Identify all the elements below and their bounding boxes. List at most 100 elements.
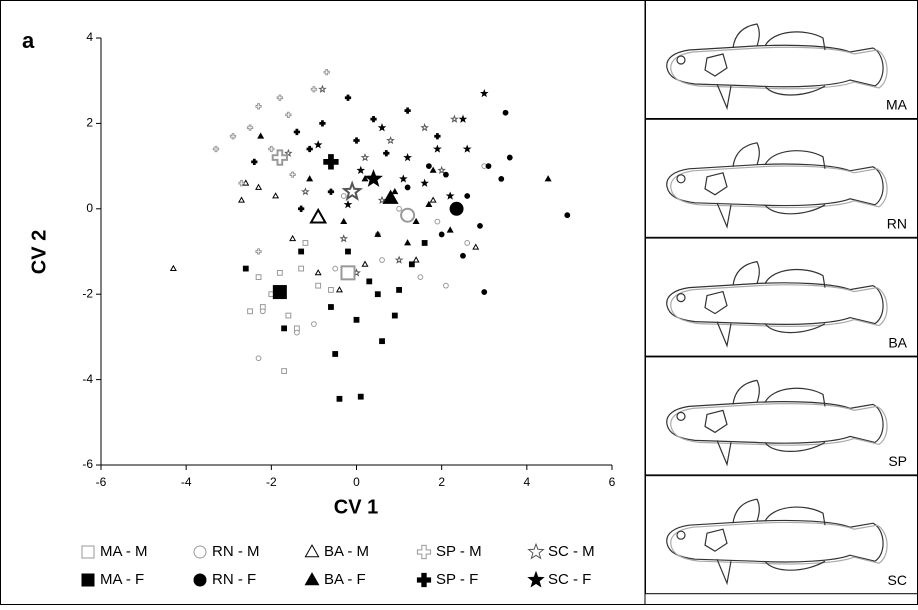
point — [229, 133, 237, 140]
legend-label: SP - M — [436, 543, 482, 560]
point — [420, 123, 429, 132]
point — [404, 184, 411, 191]
point — [255, 183, 263, 190]
point — [340, 217, 348, 225]
eye — [676, 411, 686, 421]
fish-body-alt — [670, 165, 888, 209]
point — [238, 180, 245, 187]
y-tick-label: 4 — [86, 30, 93, 44]
fish-body — [666, 519, 884, 563]
eye — [676, 55, 686, 65]
point — [276, 94, 283, 101]
fish-body-alt — [670, 403, 888, 446]
point — [379, 257, 385, 263]
eye — [676, 293, 686, 303]
point — [450, 114, 459, 123]
point — [506, 154, 513, 161]
point — [472, 243, 480, 250]
panel-name: SC — [888, 572, 907, 588]
point — [434, 218, 441, 225]
point — [498, 176, 505, 182]
point — [464, 240, 471, 246]
fish-panel: SP — [645, 356, 918, 476]
fin — [764, 387, 826, 407]
eye — [676, 530, 686, 540]
point — [412, 217, 420, 225]
point — [293, 329, 300, 336]
pelvic-fin — [716, 558, 732, 586]
point — [289, 171, 296, 178]
legend-label: SP - F — [436, 571, 478, 588]
point — [438, 231, 445, 238]
point — [272, 192, 280, 199]
point — [285, 312, 292, 319]
legend-label: MA - M — [100, 543, 148, 560]
fish-body-alt — [670, 521, 888, 565]
point — [281, 368, 288, 374]
panel-name: MA — [886, 97, 908, 113]
point — [361, 175, 369, 182]
point — [446, 226, 454, 233]
point — [328, 304, 334, 310]
point — [289, 234, 297, 242]
point — [432, 144, 442, 153]
point — [502, 109, 509, 116]
legend-label: BA - M — [324, 543, 369, 560]
point — [391, 312, 398, 319]
fish-body — [666, 282, 884, 325]
point — [344, 94, 352, 101]
point — [564, 212, 571, 219]
point — [353, 137, 360, 144]
gill — [704, 409, 728, 434]
point — [383, 150, 390, 157]
fin — [764, 31, 826, 51]
gill — [704, 290, 728, 315]
fish-drawing — [666, 142, 888, 229]
point — [298, 265, 305, 272]
point — [443, 171, 449, 178]
point — [300, 187, 310, 196]
point — [323, 69, 330, 76]
point — [460, 252, 466, 259]
point — [327, 188, 335, 195]
point — [259, 308, 266, 315]
fin — [732, 379, 760, 405]
point — [281, 325, 288, 332]
point — [464, 193, 471, 199]
point — [284, 148, 293, 157]
x-tick-label: 6 — [609, 475, 616, 489]
panel-box — [645, 237, 918, 357]
point — [394, 255, 404, 264]
point — [238, 196, 246, 203]
point — [293, 128, 301, 136]
point — [360, 152, 370, 162]
panel-box — [645, 356, 918, 476]
legend-marker — [81, 573, 95, 587]
eye — [676, 174, 686, 184]
point — [404, 107, 411, 114]
centroid — [309, 207, 328, 224]
point — [302, 240, 309, 246]
legend-marker — [304, 572, 320, 586]
point — [421, 240, 428, 246]
pelvic-fin — [716, 83, 732, 111]
point — [310, 86, 318, 93]
point — [404, 239, 412, 246]
panel-name: BA — [888, 334, 907, 350]
point — [306, 175, 314, 182]
fin — [732, 142, 760, 167]
point — [408, 261, 415, 268]
centroid — [323, 154, 339, 170]
y-tick-label: -6 — [82, 457, 93, 471]
point — [357, 393, 364, 400]
x-tick-label: -6 — [96, 475, 107, 489]
fish-panel: SC — [645, 475, 918, 595]
legend-label: SC - M — [548, 543, 595, 560]
point — [403, 152, 412, 162]
point — [377, 195, 387, 204]
legend-marker — [193, 545, 207, 559]
point — [332, 351, 339, 357]
legend-label: RN - M — [212, 543, 260, 560]
point — [276, 269, 283, 276]
